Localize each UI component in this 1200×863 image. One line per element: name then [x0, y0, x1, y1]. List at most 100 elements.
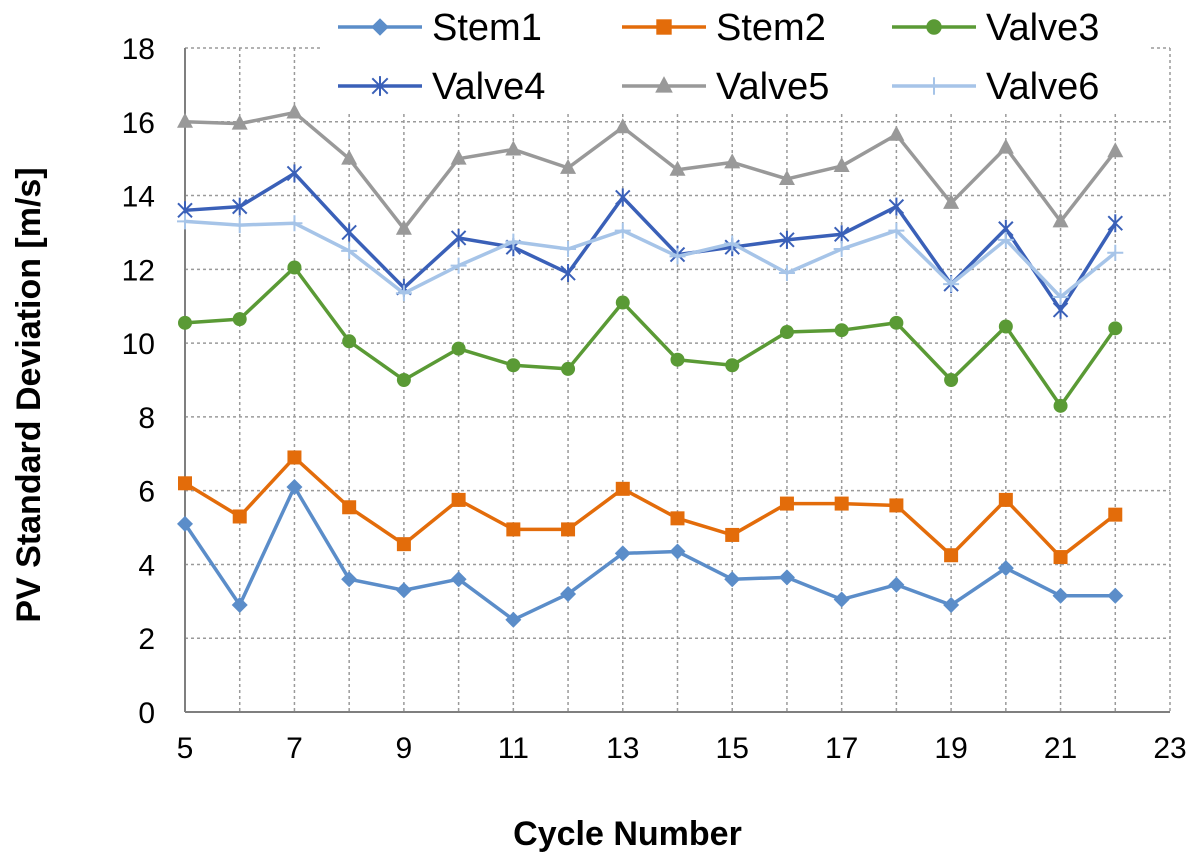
data-point-valve5 — [669, 160, 686, 176]
data-point-stem1 — [231, 597, 248, 614]
legend-label-valve3: Valve3 — [986, 7, 1099, 49]
data-point-valve5 — [341, 149, 358, 165]
data-point-stem2 — [561, 522, 576, 537]
data-point-stem2 — [725, 527, 740, 542]
legend-background — [320, 0, 1150, 113]
data-point-stem2 — [451, 492, 466, 507]
data-point-valve6 — [997, 231, 1014, 248]
series-line-valve5 — [184, 110, 1117, 231]
axes: 0 2 4 6 8 10 12 14 16 18 5 7 9 11 13 15 17 19 21 23 — [122, 33, 1187, 765]
legend-marker-valve5 — [655, 76, 673, 93]
data-point-stem1 — [614, 545, 631, 562]
data-point-valve3 — [615, 295, 630, 310]
data-point-valve5 — [724, 153, 741, 169]
data-point-stem1 — [943, 597, 960, 614]
x-tick-label: 15 — [716, 732, 749, 765]
data-point-valve3 — [342, 334, 357, 349]
data-point-valve4 — [341, 223, 357, 242]
data-point-stem1 — [505, 611, 522, 628]
data-point-stem2 — [889, 498, 904, 513]
data-point-valve4 — [888, 197, 905, 216]
series-valve6 — [177, 213, 1124, 305]
data-point-stem1 — [833, 591, 850, 608]
data-point-valve6 — [833, 241, 850, 258]
legend: Stem1 Stem2 Valve3 Valve4 Valve5 Valve6 — [320, 0, 1150, 113]
data-point-valve6 — [395, 285, 412, 302]
data-point-stem2 — [342, 500, 357, 515]
legend-marker-valve4 — [371, 76, 389, 96]
data-point-valve6 — [505, 233, 522, 250]
data-point-valve6 — [286, 215, 303, 232]
series-line-stem1 — [183, 485, 1116, 622]
data-point-stem1 — [724, 571, 741, 588]
data-point-valve4 — [615, 188, 631, 207]
data-point-valve6 — [724, 235, 741, 252]
legend-label-valve5: Valve5 — [716, 66, 829, 108]
series-stem1 — [177, 478, 1124, 628]
data-point-valve5 — [286, 103, 303, 119]
y-tick-label: 12 — [122, 254, 155, 287]
series-line-valve3 — [184, 265, 1117, 408]
series-valve5 — [177, 103, 1124, 235]
data-point-stem1 — [778, 569, 795, 586]
x-tick-label: 23 — [1153, 732, 1186, 765]
data-point-valve4 — [560, 264, 576, 283]
legend-label-stem1: Stem1 — [432, 7, 542, 49]
data-point-stem2 — [506, 522, 521, 537]
data-point-valve3 — [451, 341, 466, 356]
data-point-valve3 — [506, 358, 521, 373]
data-point-stem2 — [615, 481, 630, 496]
data-point-valve4 — [286, 164, 303, 183]
data-point-valve5 — [450, 149, 467, 165]
data-point-valve6 — [341, 242, 358, 259]
y-tick-label: 16 — [122, 107, 155, 140]
data-point-stem1 — [669, 543, 686, 560]
data-point-valve3 — [1108, 321, 1123, 336]
data-point-valve5 — [231, 114, 248, 130]
series-valve3 — [178, 260, 1123, 413]
data-point-valve6 — [450, 257, 467, 274]
x-tick-label: 11 — [498, 732, 529, 765]
data-point-valve3 — [1053, 398, 1068, 413]
data-point-valve3 — [178, 315, 192, 330]
data-point-valve3 — [944, 373, 959, 387]
legend-marker-valve6 — [925, 77, 943, 95]
x-tick-label: 17 — [825, 732, 858, 765]
data-point-valve3 — [889, 315, 904, 330]
data-point-stem2 — [287, 450, 302, 465]
data-point-valve6 — [614, 222, 631, 239]
legend-label-valve6: Valve6 — [986, 66, 1099, 108]
legend-marker-valve3 — [926, 19, 942, 35]
data-point-valve4 — [1107, 214, 1123, 233]
data-point-valve5 — [833, 157, 850, 173]
x-tick-label: 13 — [606, 732, 639, 765]
data-point-valve6 — [669, 248, 686, 265]
data-point-valve6 — [778, 265, 795, 282]
data-point-stem1 — [1052, 587, 1069, 604]
data-point-valve4 — [779, 230, 795, 249]
data-point-valve5 — [505, 140, 522, 156]
data-point-stem1 — [1107, 587, 1124, 604]
data-point-stem1 — [177, 515, 193, 532]
data-point-stem2 — [998, 492, 1013, 507]
y-axis-title: PV Standard Deviation [m/s] — [10, 167, 48, 622]
series-line-stem2 — [184, 455, 1117, 559]
data-point-stem2 — [834, 496, 849, 511]
y-tick-label: 2 — [138, 623, 155, 656]
data-point-stem2 — [178, 476, 192, 491]
data-point-valve6 — [943, 276, 960, 293]
data-point-valve3 — [670, 352, 685, 367]
data-point-valve5 — [614, 118, 631, 134]
data-point-stem2 — [232, 509, 247, 524]
data-point-valve5 — [560, 158, 577, 174]
y-tick-label: 4 — [138, 549, 155, 582]
data-point-stem1 — [888, 576, 905, 593]
data-point-valve6 — [560, 241, 577, 258]
legend-marker-stem1 — [371, 18, 389, 36]
data-point-valve5 — [997, 138, 1014, 154]
data-point-valve3 — [998, 319, 1013, 334]
data-point-stem1 — [450, 571, 467, 588]
data-point-stem2 — [1053, 550, 1068, 565]
